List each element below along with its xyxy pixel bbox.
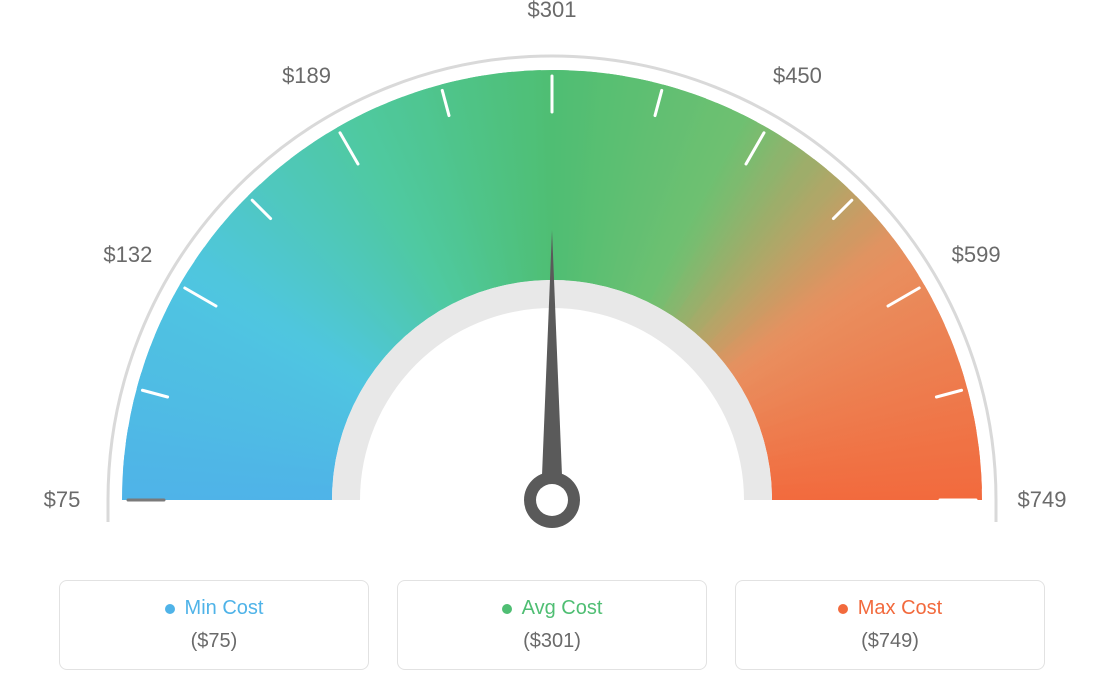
dot-min [165, 604, 175, 614]
legend-card-max: Max Cost ($749) [735, 580, 1045, 670]
dot-avg [502, 604, 512, 614]
legend-title-max: Max Cost [838, 597, 942, 620]
legend-title-min: Min Cost [165, 597, 264, 620]
gauge-label: $450 [773, 63, 822, 89]
gauge-label: $189 [282, 63, 331, 89]
legend-label-avg: Avg Cost [522, 597, 603, 620]
gauge-area: $75 $132 $189 $301 $450 $599 $749 [0, 0, 1104, 560]
legend-row: Min Cost ($75) Avg Cost ($301) Max Cost … [0, 580, 1104, 670]
gauge-label: $749 [1018, 487, 1067, 513]
gauge-label: $75 [44, 487, 81, 513]
legend-value-min: ($75) [191, 630, 238, 653]
legend-value-max: ($749) [861, 630, 919, 653]
legend-card-min: Min Cost ($75) [59, 580, 369, 670]
dot-max [838, 604, 848, 614]
cost-gauge-container: $75 $132 $189 $301 $450 $599 $749 Min Cost ($7… [0, 0, 1104, 690]
gauge-label: $132 [103, 242, 152, 268]
gauge-label: $301 [528, 0, 577, 23]
legend-label-max: Max Cost [858, 597, 942, 620]
legend-value-avg: ($301) [523, 630, 581, 653]
gauge-svg [0, 0, 1104, 560]
gauge-label: $599 [952, 242, 1001, 268]
legend-card-avg: Avg Cost ($301) [397, 580, 707, 670]
legend-title-avg: Avg Cost [502, 597, 603, 620]
legend-label-min: Min Cost [185, 597, 264, 620]
